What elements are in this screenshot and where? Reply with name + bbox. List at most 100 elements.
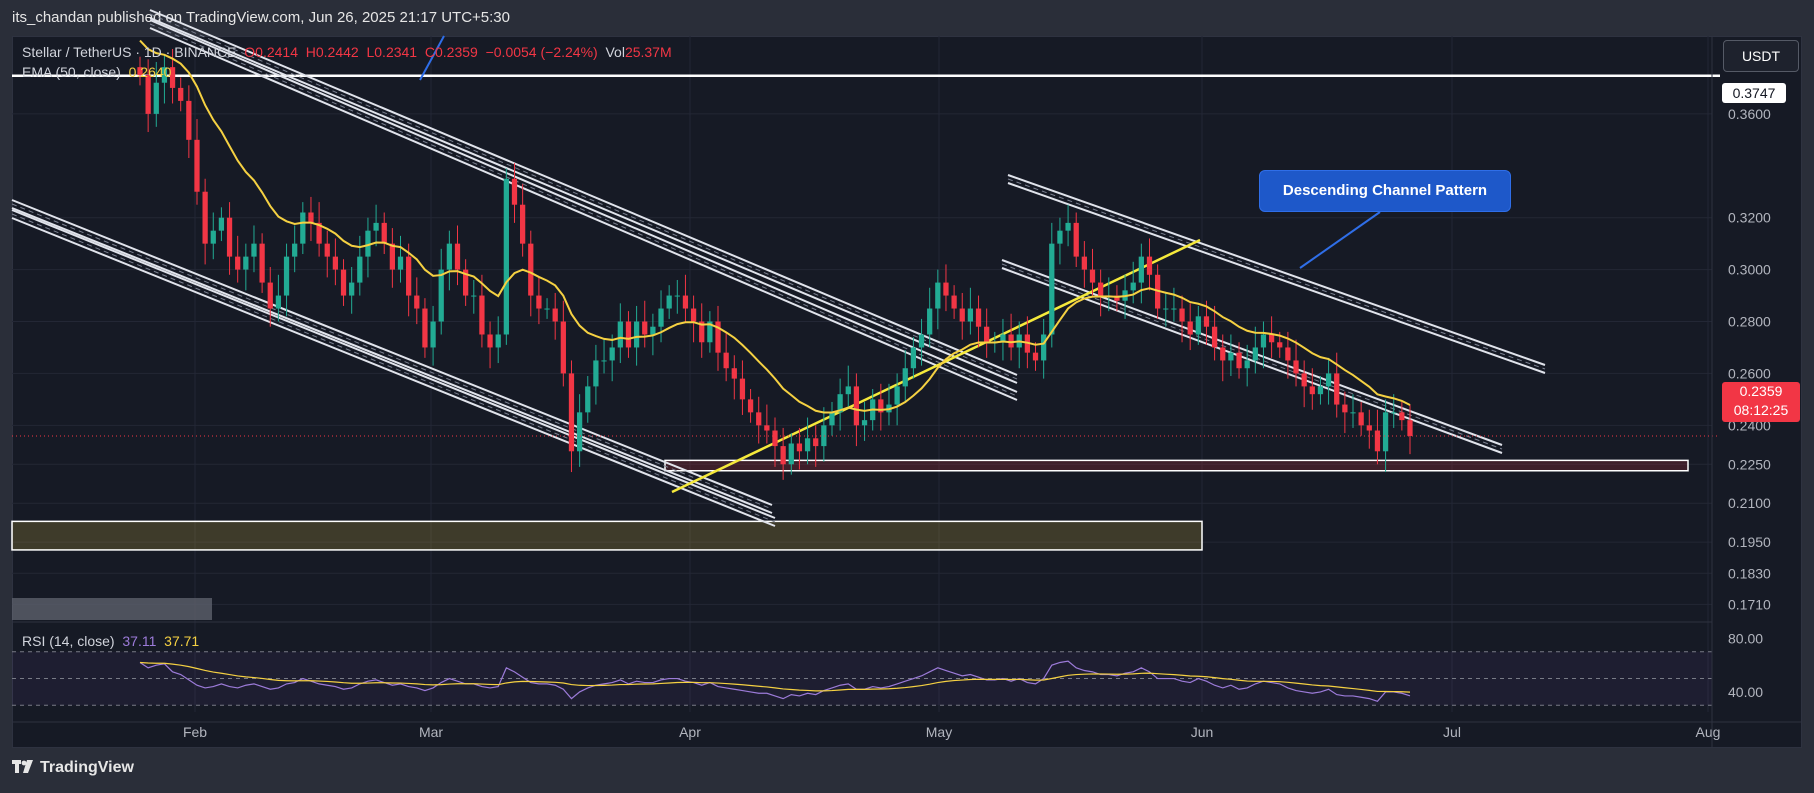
candle-body bbox=[292, 243, 298, 257]
candle-body bbox=[804, 438, 811, 452]
candle-body bbox=[747, 399, 754, 413]
candle-body bbox=[1195, 316, 1201, 335]
candle-body bbox=[283, 256, 290, 296]
volume-label: Vol bbox=[605, 44, 625, 60]
support-zone bbox=[11, 520, 1203, 551]
candle-body bbox=[1228, 352, 1234, 361]
ohlc-change: −0.0054 (−2.24%) bbox=[485, 44, 598, 60]
candle-body bbox=[357, 256, 363, 283]
candle-body bbox=[365, 230, 371, 257]
grid bbox=[12, 36, 1712, 712]
candle-body bbox=[259, 243, 265, 283]
candle-body bbox=[1032, 352, 1039, 361]
candle-body bbox=[878, 399, 884, 413]
candle-body bbox=[406, 256, 412, 296]
channel-line bbox=[149, 19, 1018, 393]
price-axis-label: 0.2100 bbox=[1728, 495, 1771, 511]
candle-body bbox=[210, 230, 216, 244]
candle-body bbox=[772, 430, 778, 447]
candle-body bbox=[1260, 334, 1267, 348]
candle-body bbox=[1203, 316, 1210, 327]
channel-midline bbox=[149, 13, 1018, 380]
tradingview-footer[interactable]: TradingView bbox=[12, 758, 134, 777]
candle-body bbox=[821, 425, 827, 447]
candle-body bbox=[951, 295, 957, 309]
candle-body bbox=[1309, 386, 1315, 395]
channel-line bbox=[11, 199, 773, 506]
publisher-header: its_chandan published on TradingView.com… bbox=[12, 9, 510, 26]
annotation-arrow bbox=[419, 35, 445, 81]
last-price-tag: 0.2359 08:12:25 bbox=[1722, 382, 1800, 422]
channel-line bbox=[1001, 259, 1503, 446]
candle-body bbox=[633, 321, 640, 348]
candle-body bbox=[959, 308, 965, 322]
candle-body bbox=[796, 443, 803, 452]
candle-body bbox=[699, 321, 705, 343]
candle-body bbox=[861, 420, 868, 426]
candle-body bbox=[463, 269, 469, 296]
candle-body bbox=[381, 222, 387, 244]
time-axis-label: May bbox=[926, 724, 952, 740]
price-axis-label: 0.1830 bbox=[1728, 565, 1771, 581]
channel-annotation[interactable]: Descending Channel Pattern bbox=[1259, 170, 1511, 212]
candle-body bbox=[1163, 308, 1169, 310]
footer-brand: TradingView bbox=[40, 759, 134, 776]
candle-body bbox=[690, 308, 697, 322]
candle-body bbox=[1317, 386, 1324, 395]
candle-body bbox=[935, 282, 941, 309]
candle-body bbox=[1057, 230, 1063, 244]
candle-body bbox=[1325, 373, 1332, 387]
time-axis-label: Feb bbox=[183, 724, 207, 740]
candle-body bbox=[593, 360, 599, 387]
candle-body bbox=[1146, 256, 1153, 275]
candle-body bbox=[397, 256, 404, 270]
ema-line-path bbox=[139, 39, 1411, 414]
candle-body bbox=[723, 352, 729, 369]
candle-body bbox=[454, 243, 461, 270]
candle-body bbox=[967, 308, 974, 322]
rsi-ma-value: 37.71 bbox=[164, 633, 200, 649]
candle-body bbox=[1049, 243, 1055, 335]
candle-body bbox=[178, 87, 184, 101]
candle-body bbox=[300, 212, 306, 244]
channel-line bbox=[11, 207, 773, 514]
candle-body bbox=[1382, 412, 1389, 452]
candle-body bbox=[145, 74, 151, 114]
chart-frame[interactable] bbox=[12, 36, 1802, 748]
volume-block bbox=[12, 598, 212, 620]
channel-lines bbox=[11, 9, 1546, 527]
price-axis-label: 0.2600 bbox=[1728, 365, 1771, 381]
candle-body bbox=[568, 373, 575, 452]
candle-body bbox=[235, 256, 241, 270]
ema-legend: EMA (50, close) 0.2640 bbox=[22, 64, 171, 80]
channel-midline bbox=[11, 213, 776, 523]
volume-value: 25.37M bbox=[624, 44, 672, 60]
candle-body bbox=[707, 321, 713, 343]
support-zones bbox=[11, 74, 1720, 551]
candle-body bbox=[528, 243, 534, 296]
candle-body bbox=[1179, 308, 1185, 322]
candle-body bbox=[1098, 282, 1104, 296]
candle-body bbox=[1293, 360, 1299, 374]
candle-body bbox=[153, 82, 159, 114]
price-axis-label: 0.1710 bbox=[1728, 596, 1771, 612]
channel-line bbox=[11, 209, 776, 519]
rsi-axis-label: 80.00 bbox=[1728, 630, 1763, 646]
currency-button[interactable]: USDT bbox=[1723, 40, 1799, 72]
last-price-value: 0.2359 bbox=[1739, 383, 1783, 399]
candle-body bbox=[519, 204, 526, 244]
channel-line bbox=[149, 17, 1018, 384]
candle-body bbox=[1041, 334, 1047, 361]
candle-body bbox=[1000, 334, 1006, 343]
ema-line bbox=[12, 39, 1720, 437]
candle-body bbox=[1081, 256, 1087, 270]
candle-body bbox=[552, 308, 558, 322]
price-axis-label: 0.3000 bbox=[1728, 262, 1771, 278]
candle-body bbox=[894, 386, 900, 405]
candle-body bbox=[1138, 256, 1144, 283]
rsi-axis-label: 40.00 bbox=[1728, 684, 1763, 700]
candle-body bbox=[430, 321, 436, 348]
candle-body bbox=[1065, 222, 1071, 231]
channel-midline bbox=[11, 203, 773, 510]
